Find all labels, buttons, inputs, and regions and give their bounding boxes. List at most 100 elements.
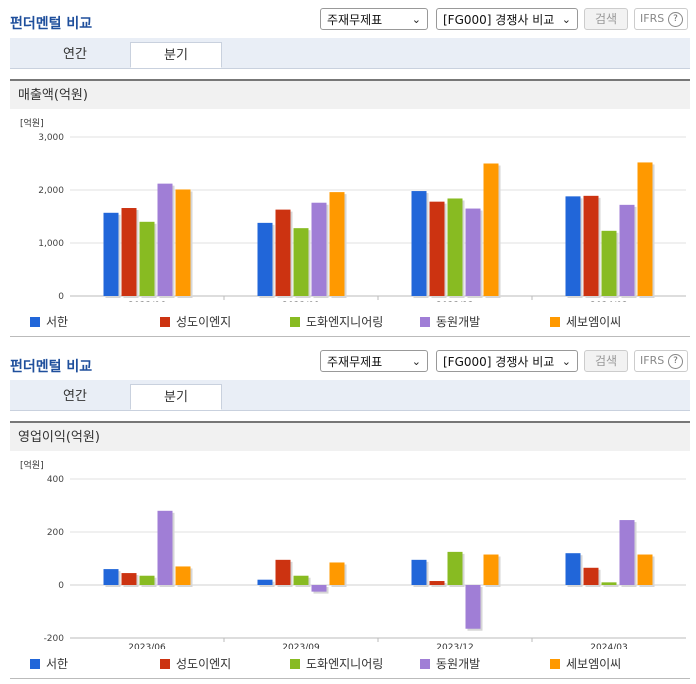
tab-annual[interactable]: 연간	[63, 47, 87, 62]
y-tick-label: 2,000	[38, 186, 64, 196]
statement-type-value: 주재무제표	[327, 355, 383, 369]
fundamental-panel-operating-income: 펀더멘털 비교 주재무제표 ⌄ [FG000] 경쟁사 비교 ⌄ 검색 IFRS…	[0, 342, 696, 684]
metric-title-bar: 영업이익(억원)	[10, 421, 690, 451]
bar	[429, 201, 445, 296]
x-tick-label: 2023/09	[282, 643, 320, 649]
bar	[465, 585, 481, 629]
bar	[483, 554, 499, 585]
y-tick-label: 200	[47, 528, 64, 538]
bar	[619, 204, 635, 296]
peer-group-value: [FG000] 경쟁사 비교	[443, 355, 555, 369]
x-tick-label: 2023/12	[436, 301, 473, 302]
fundamental-panel-revenue: 펀더멘털 비교 주재무제표 ⌄ [FG000] 경쟁사 비교 ⌄ 검색 IFRS…	[0, 0, 696, 340]
peer-group-select[interactable]: [FG000] 경쟁사 비교 ⌄	[436, 8, 578, 30]
x-tick-label: 2024/03	[590, 301, 627, 302]
legend-swatch	[420, 317, 430, 327]
peer-group-value: [FG000] 경쟁사 비교	[443, 13, 555, 27]
bar	[465, 208, 481, 296]
help-icon: ?	[668, 354, 683, 369]
bar-shadow	[431, 583, 447, 587]
bar	[103, 212, 119, 296]
tab-quarterly[interactable]: 분기	[130, 384, 222, 410]
x-tick-label: 2024/03	[590, 643, 627, 649]
search-button[interactable]: 검색	[584, 350, 628, 372]
bar	[121, 208, 137, 296]
bar	[447, 198, 463, 296]
panel-title: 펀더멘털 비교	[10, 359, 93, 375]
y-tick-label: -200	[44, 634, 65, 644]
period-tabs: 연간 분기	[10, 380, 690, 411]
legend-item-seohan[interactable]: 서한	[30, 655, 68, 672]
x-tick-label: 2023/06	[128, 643, 166, 649]
ifrs-button[interactable]: IFRS ?	[634, 350, 688, 372]
legend-swatch	[30, 317, 40, 327]
legend-item-sebo[interactable]: 세보엠이씨	[550, 313, 621, 330]
help-icon: ?	[668, 12, 683, 27]
bar	[157, 510, 173, 585]
bar	[637, 554, 653, 585]
bar	[275, 209, 291, 296]
bar	[329, 192, 345, 296]
axis-unit-label: [억원]	[20, 459, 44, 471]
chart-legend: 서한 성도이엔지 도화엔지니어링 동원개발 세보엠이씨	[30, 655, 670, 671]
bar	[411, 191, 427, 296]
metric-title-bar: 매출액(억원)	[10, 79, 690, 109]
divider	[10, 336, 690, 337]
bar	[175, 566, 191, 585]
chevron-down-icon: ⌄	[561, 355, 571, 368]
bar	[139, 221, 155, 296]
axis-unit-label: [억원]	[20, 117, 44, 129]
revenue-chart: [억원] 0 1,000 2,000 3,000 2023/06 2023/09 2023/1…	[20, 117, 686, 302]
bar	[637, 162, 653, 296]
legend-swatch	[550, 317, 560, 327]
chevron-down-icon: ⌄	[411, 13, 421, 26]
search-button[interactable]: 검색	[584, 8, 628, 30]
statement-type-select[interactable]: 주재무제표 ⌄	[320, 350, 428, 372]
legend-item-sebo[interactable]: 세보엠이씨	[550, 655, 621, 672]
legend-swatch	[160, 317, 170, 327]
bar	[329, 562, 345, 585]
bar-shadow	[603, 584, 619, 587]
statement-type-select[interactable]: 주재무제표 ⌄	[320, 8, 428, 30]
y-tick-label: 0	[58, 292, 64, 302]
legend-item-dohwa[interactable]: 도화엔지니어링	[290, 313, 383, 330]
bar	[311, 585, 327, 592]
bar	[103, 569, 119, 585]
bar	[619, 520, 635, 585]
bar	[565, 196, 581, 296]
ifrs-button[interactable]: IFRS ?	[634, 8, 688, 30]
legend-item-dongwon[interactable]: 동원개발	[420, 313, 480, 330]
bar	[447, 551, 463, 585]
panel-title: 펀더멘털 비교	[10, 16, 93, 32]
tab-annual[interactable]: 연간	[63, 389, 87, 404]
legend-item-sungdo[interactable]: 성도이엔지	[160, 655, 231, 672]
bar	[311, 202, 327, 296]
operating-income-chart: [억원] -200 0 200 400 2023/06 2023/09 2023/12 2024…	[20, 459, 686, 649]
bar	[429, 581, 445, 585]
bar	[293, 575, 309, 585]
legend-item-dongwon[interactable]: 동원개발	[420, 655, 480, 672]
y-tick-label: 1,000	[38, 239, 64, 249]
bar	[175, 189, 191, 296]
x-tick-label: 2023/06	[128, 301, 166, 302]
bar	[157, 183, 173, 296]
legend-swatch	[420, 659, 430, 669]
ifrs-label: IFRS	[640, 12, 665, 25]
legend-item-dohwa[interactable]: 도화엔지니어링	[290, 655, 383, 672]
legend-swatch	[290, 659, 300, 669]
bar	[139, 575, 155, 585]
bar	[411, 559, 427, 585]
legend-item-sungdo[interactable]: 성도이엔지	[160, 313, 231, 330]
legend-swatch	[160, 659, 170, 669]
legend-swatch	[30, 659, 40, 669]
tab-quarterly[interactable]: 분기	[130, 42, 222, 68]
legend-swatch	[290, 317, 300, 327]
legend-swatch	[550, 659, 560, 669]
peer-group-select[interactable]: [FG000] 경쟁사 비교 ⌄	[436, 350, 578, 372]
bar	[601, 582, 617, 585]
bar	[565, 553, 581, 585]
bar	[257, 222, 273, 296]
legend-item-seohan[interactable]: 서한	[30, 313, 68, 330]
period-tabs: 연간 분기	[10, 38, 690, 69]
y-tick-label: 3,000	[38, 133, 64, 143]
